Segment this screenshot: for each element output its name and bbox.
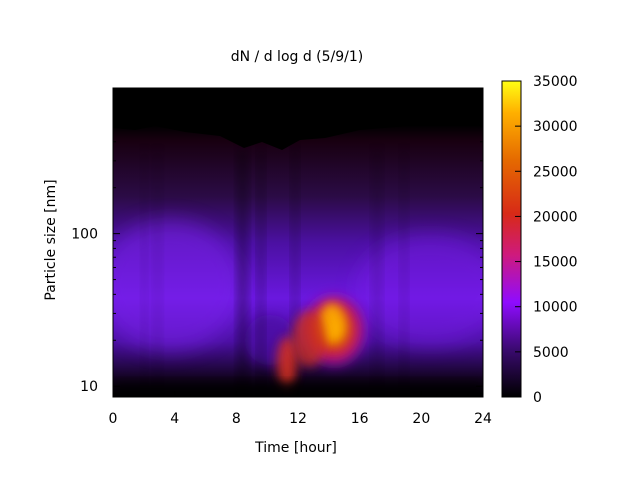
colorbar (501, 80, 522, 398)
chart-title: dN / d log d (5/9/1) (231, 49, 364, 65)
bottom-dark-band (113, 383, 483, 397)
colorbar-tick-label: 5000 (533, 345, 569, 361)
x-tick-label: 4 (170, 411, 179, 427)
y-tick-label: 10 (80, 379, 98, 395)
y-axis-label: Particle size [nm] (43, 179, 59, 300)
colorbar-tick-label: 20000 (533, 209, 578, 225)
x-tick-label: 16 (351, 411, 369, 427)
vertical-striations (142, 145, 407, 397)
right-purple-cloud (355, 235, 483, 345)
x-axis-ticks: 0 4 8 12 16 20 24 (109, 88, 492, 427)
colorbar-ticks: 0 5000 10000 15000 20000 25000 30000 35000 (515, 74, 578, 406)
colorbar-tick-label: 10000 (533, 300, 578, 316)
x-tick-label: 0 (109, 411, 118, 427)
top-boundary-shadow (113, 88, 483, 150)
x-tick-label: 12 (289, 411, 307, 427)
colorbar-tick-label: 15000 (533, 255, 578, 271)
event-hotspots (277, 289, 370, 387)
plot-area (113, 88, 483, 397)
y-tick-label: 100 (71, 227, 98, 243)
x-tick-label: 20 (412, 411, 430, 427)
left-purple-cloud (113, 220, 242, 350)
x-axis-label: Time [hour] (254, 440, 337, 456)
x-tick-label: 8 (232, 411, 241, 427)
colorbar-tick-label: 35000 (533, 74, 578, 90)
y-axis-ticks: 10 100 (71, 95, 483, 395)
colorbar-tick-label: 30000 (533, 119, 578, 135)
x-tick-label: 24 (474, 411, 492, 427)
colorbar-tick-label: 0 (533, 390, 542, 406)
colorbar-tick-label: 25000 (533, 164, 578, 180)
